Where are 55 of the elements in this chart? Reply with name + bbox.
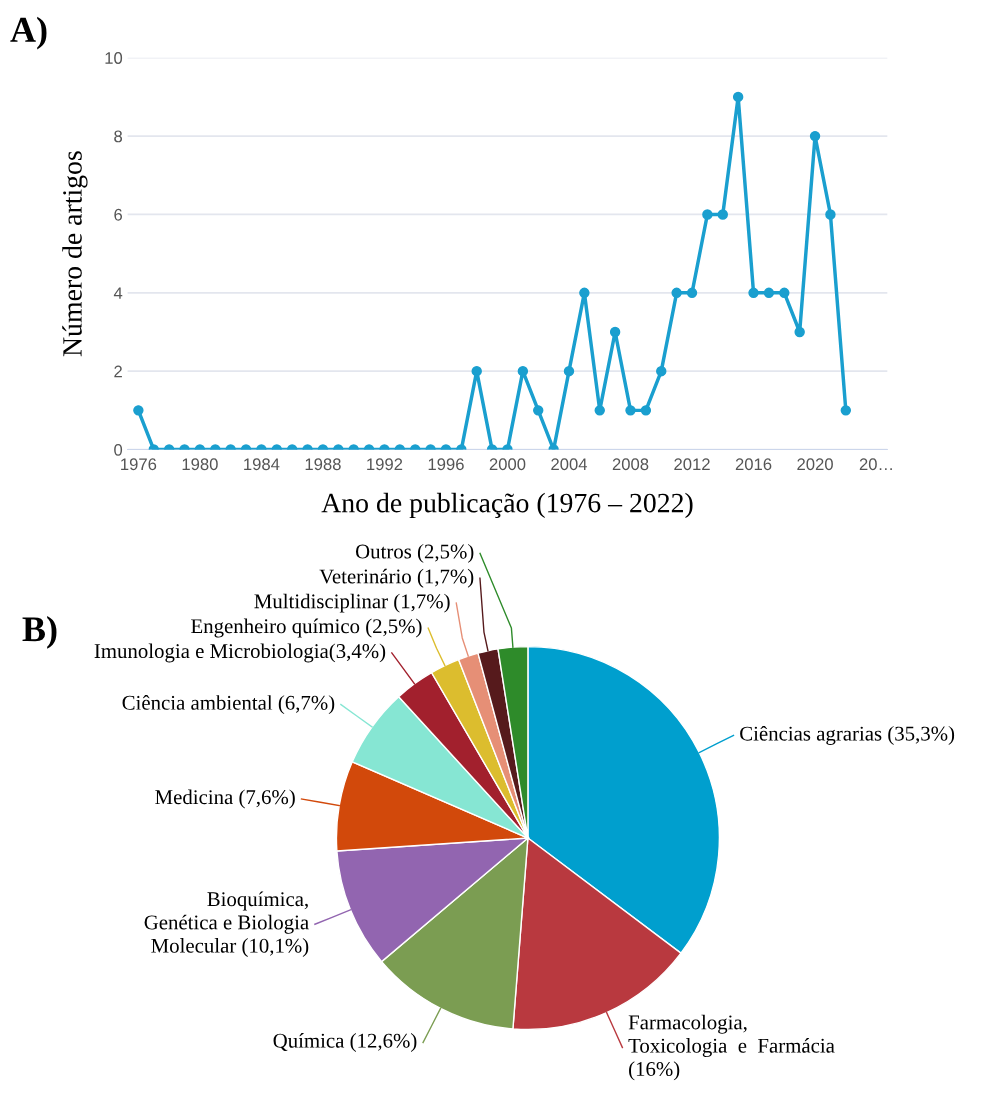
y-tick-label: 4 (113, 287, 123, 299)
x-tick-label: 2012 (674, 458, 710, 471)
point (702, 209, 713, 220)
x-tick-label: 1984 (244, 458, 280, 471)
point (840, 405, 852, 416)
slice-label: Química (12,6%) (273, 1033, 417, 1052)
text: B) (22, 616, 57, 649)
point (133, 405, 144, 416)
point (517, 365, 529, 377)
point (563, 365, 575, 377)
point (533, 405, 544, 416)
point (686, 287, 698, 299)
x-tick-label: 1980 (182, 458, 218, 471)
point (671, 287, 682, 299)
point (779, 287, 790, 299)
y-tick-label: 0 (114, 443, 123, 456)
slice-label: Imunologia e Microbiologia(3,4%) (94, 643, 386, 663)
slice-label: Veterinário (1,7%) (319, 568, 474, 588)
x-tick-label: 2020 (797, 458, 833, 471)
point (825, 209, 836, 220)
y-tick-label: 8 (114, 130, 123, 143)
slice-label: Ciências agrarias (35,3%) (740, 725, 955, 745)
x-tick-label: 20… (859, 458, 892, 471)
chart-title: A) (10, 16, 47, 50)
slice-label: Farmacologia, Toxicologia e Farmácia (16%) (628, 1014, 835, 1081)
slice-label: Engenheiro químico (2,5%) (191, 618, 422, 638)
slice-label: Ciência ambiental (6,7%) (122, 695, 335, 715)
point (609, 326, 621, 338)
slice-label: Bioquímica, Genética e Biologia Molecular (10,1%) (144, 891, 309, 957)
point (794, 326, 805, 338)
slice-label: Outros (2,5%) (355, 543, 474, 563)
x-axis-title: Ano de publicação (1976 – 2022) (321, 492, 693, 519)
point (594, 405, 605, 416)
point (625, 405, 636, 416)
slice-label: Multidisciplinar (1,7%) (254, 593, 450, 613)
x-tick-label: 2004 (551, 458, 588, 471)
y-tick-label: 10 (105, 52, 123, 64)
y-axis-title: Número de artigos (62, 151, 88, 357)
x-tick-label: 1988 (305, 458, 341, 471)
x-tick-label: 1992 (367, 458, 403, 471)
y-tick-label: 2 (114, 365, 122, 378)
x-tick-label: 2016 (735, 458, 772, 471)
point (640, 405, 652, 416)
point (471, 365, 482, 377)
point (579, 287, 590, 299)
point (717, 209, 728, 220)
x-tick-label: 1996 (428, 458, 464, 471)
point (748, 287, 759, 299)
y-tick-label: 6 (114, 208, 123, 221)
x-tick-label: 2000 (489, 458, 526, 471)
x-tick-label: 1976 (121, 458, 157, 471)
point (656, 365, 667, 377)
x-tick-label: 2008 (612, 458, 649, 471)
slice-label: Medicina (7,6%) (155, 789, 295, 809)
point (763, 287, 775, 299)
